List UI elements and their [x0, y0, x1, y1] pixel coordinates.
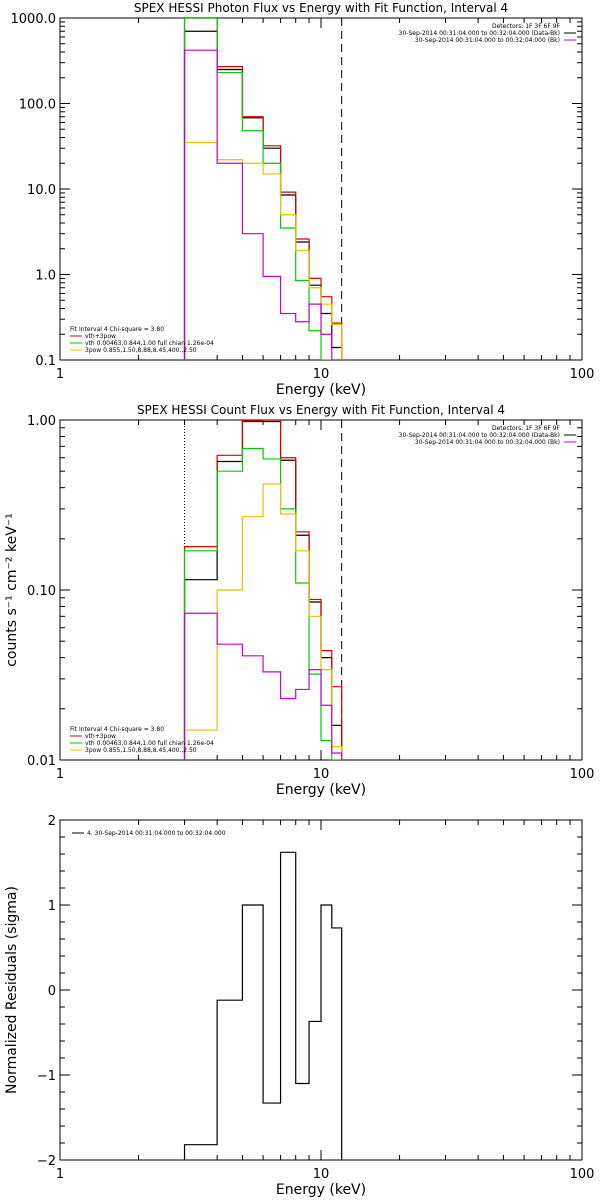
legend-entry: Detectors: 1F 3F 6F 9F	[492, 425, 561, 432]
x-tick-label: 10	[313, 1167, 330, 1182]
x-tick-label: 1	[56, 367, 64, 382]
legend-top-left: 4. 30-Sep-2014 00:31:04.000 to 00:32:04.…	[72, 830, 226, 837]
series-step-line-4	[183, 141, 343, 360]
series-step-line-3	[183, 18, 342, 360]
x-axis-label: Energy (keV)	[276, 382, 366, 398]
x-tick-label: 1	[56, 1167, 64, 1182]
legend-entry: Fit Interval 4 Chi-square = 3.80	[70, 326, 164, 333]
series-step-line-5	[183, 612, 343, 760]
series-step-line-1	[183, 30, 343, 360]
y-tick-label: 100.0	[19, 98, 56, 113]
legend-entry: Detectors: 1F 3F 6F 9F	[492, 23, 561, 30]
plot-3: 1 10 100 −2 −1 0 1 2 Energy (keV) Normalized Resi…	[4, 814, 594, 1198]
x-tick-label: 10	[313, 767, 330, 782]
y-tick-label: 0.1	[35, 354, 56, 369]
series-step-line-2	[183, 420, 343, 760]
y-tick-label: 1.0	[35, 269, 56, 284]
y-tick-label: −2	[37, 1154, 56, 1169]
series-step-line-1	[183, 420, 343, 760]
legend-entry: 3pow 0.855,1.50,8.88,8.45,400.,2.50	[85, 347, 197, 354]
legend-entry: 30-Sep-2014 00:31:04.000 to 00:32:04.000…	[399, 432, 560, 439]
x-tick-label: 100	[570, 367, 595, 382]
legend-entry: vth+3pow	[85, 333, 116, 340]
y-tick-label: −1	[37, 1069, 56, 1084]
x-tick-label: 1	[56, 767, 64, 782]
y-tick-label: 2	[48, 814, 56, 829]
plot-1: SPEX HESSI Photon Flux vs Energy with Fi…	[11, 1, 595, 398]
legend-entry: vth 0.00463,0.844,1.00 full chian 1.26e-…	[85, 740, 214, 747]
legend-entry: vth+3pow	[85, 733, 116, 740]
y-tick-label: 0.01	[27, 754, 56, 769]
legend-entry: vth 0.00463,0.844,1.00 full chian 1.26e-…	[85, 340, 214, 347]
legend-entry: Fit Interval 4 Chi-square = 3.80	[70, 726, 164, 733]
legend-bottom-left: Fit Interval 4 Chi-square = 3.80vth+3pow…	[70, 726, 214, 754]
y-tick-label: 1.00	[27, 414, 56, 429]
legend-entry: 30-Sep-2014 00:31:04.000 to 00:32:04.000…	[415, 37, 560, 44]
legend-entry: 4. 30-Sep-2014 00:31:04.000 to 00:32:04.…	[87, 830, 226, 837]
x-tick-label: 100	[570, 767, 595, 782]
series-step-line-2	[183, 18, 343, 360]
y-tick-label: 0.10	[27, 584, 56, 599]
legend-entry: 30-Sep-2014 00:31:04.000 to 00:32:04.000…	[399, 30, 560, 37]
legend-entry: 3pow 0.855,1.50,8.88,8.45,400.,2.50	[85, 747, 197, 754]
plot-title: SPEX HESSI Photon Flux vs Energy with Fi…	[134, 1, 508, 15]
series-step-line-1	[183, 851, 343, 1160]
y-tick-label: 1000.0	[11, 12, 57, 27]
y-tick-label: 10.0	[27, 183, 56, 198]
series-step-line-5	[183, 49, 342, 360]
x-axis-label: Energy (keV)	[276, 1182, 366, 1198]
plot-data	[183, 851, 343, 1160]
plot-title: SPEX HESSI Count Flux vs Energy with Fit…	[137, 403, 505, 417]
y-tick-label: 0	[48, 984, 56, 999]
x-tick-label: 100	[570, 1167, 595, 1182]
plot-data	[183, 18, 343, 360]
y-tick-label: 1	[48, 899, 56, 914]
x-tick-label: 10	[313, 367, 330, 382]
y-axis-label: Normalized Residuals (sigma)	[4, 886, 20, 1094]
legend-entry: 30-Sep-2014 00:31:04.000 to 00:32:04.000…	[415, 439, 560, 446]
plot-data	[183, 420, 343, 760]
y-axis-label: counts s⁻¹ cm⁻² keV⁻¹	[4, 513, 20, 667]
series-step-line-4	[183, 483, 343, 760]
legend-bottom-left: Fit Interval 4 Chi-square = 3.80vth+3pow…	[70, 326, 214, 354]
x-axis-label: Energy (keV)	[276, 782, 366, 798]
plot-2: SPEX HESSI Count Flux vs Energy with Fit…	[4, 403, 594, 798]
